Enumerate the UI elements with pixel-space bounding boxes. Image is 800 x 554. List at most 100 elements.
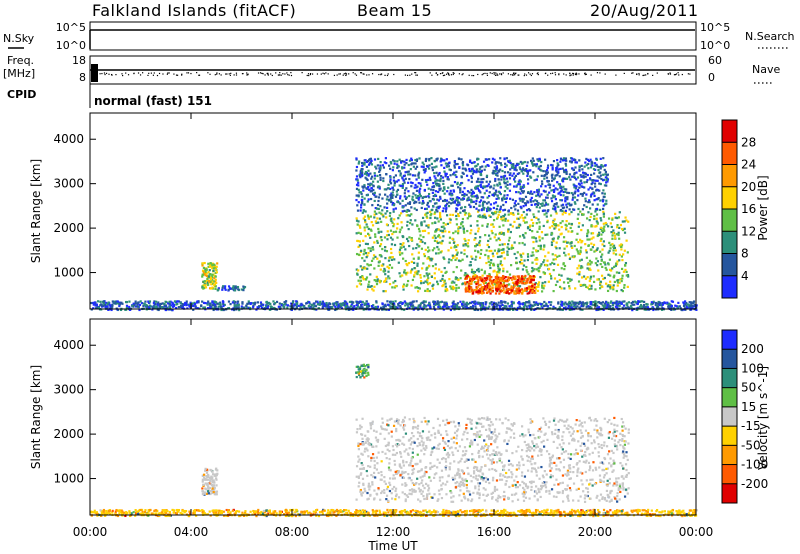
power-cell bbox=[170, 304, 173, 307]
power-cell bbox=[411, 195, 414, 198]
power-cell bbox=[388, 277, 391, 280]
power-cell bbox=[448, 161, 451, 164]
power-cell bbox=[366, 187, 369, 190]
power-cell bbox=[377, 227, 380, 231]
power-cell bbox=[407, 173, 410, 176]
power-cell bbox=[396, 166, 399, 169]
power-cell bbox=[523, 276, 527, 279]
power-cell bbox=[382, 166, 386, 169]
power-cell bbox=[575, 185, 578, 188]
power-cell bbox=[286, 304, 290, 307]
power-cell bbox=[217, 305, 220, 308]
power-cell bbox=[573, 201, 576, 204]
power-cell bbox=[203, 261, 206, 265]
power-cell bbox=[390, 251, 393, 255]
power-cell bbox=[565, 177, 569, 180]
nave-point bbox=[547, 74, 549, 76]
power-cell bbox=[390, 266, 394, 269]
nave-point bbox=[647, 73, 649, 75]
power-cell bbox=[427, 226, 430, 229]
power-cell bbox=[393, 218, 396, 221]
power-cell bbox=[455, 175, 458, 179]
power-cell bbox=[593, 217, 596, 221]
power-cell bbox=[417, 256, 420, 259]
power-cell bbox=[595, 198, 598, 201]
power-cell bbox=[297, 304, 300, 307]
power-cell bbox=[345, 301, 348, 304]
power-cell bbox=[558, 228, 561, 231]
power-cell bbox=[522, 190, 525, 193]
power-cell bbox=[522, 275, 525, 279]
power-cell bbox=[479, 252, 483, 255]
power-cell bbox=[432, 194, 435, 198]
power-cell bbox=[495, 207, 498, 211]
power-cell bbox=[209, 306, 212, 309]
power-cell bbox=[404, 177, 407, 180]
power-cell bbox=[514, 174, 518, 178]
power-cell bbox=[493, 166, 496, 169]
power-cell bbox=[567, 253, 570, 256]
nave-point bbox=[615, 74, 617, 76]
power-cell bbox=[221, 286, 224, 289]
power-cell bbox=[491, 252, 494, 255]
power-cell bbox=[533, 215, 536, 219]
power-cell bbox=[374, 255, 377, 258]
power-cell bbox=[437, 305, 440, 309]
power-cell bbox=[370, 177, 373, 180]
power-cell bbox=[692, 302, 695, 305]
power-cell bbox=[392, 208, 395, 211]
power-cell bbox=[140, 302, 143, 305]
power-cell bbox=[583, 191, 586, 195]
power-cell bbox=[231, 301, 234, 304]
power-cell bbox=[507, 239, 511, 242]
power-cell bbox=[549, 214, 553, 217]
power-cell bbox=[602, 222, 605, 225]
power-cell bbox=[528, 292, 531, 295]
power-cell bbox=[533, 283, 536, 286]
nave-point bbox=[518, 74, 520, 76]
power-cell bbox=[222, 301, 225, 304]
power-cell bbox=[508, 173, 511, 177]
power-cell bbox=[424, 195, 427, 198]
nave-point bbox=[590, 74, 592, 76]
power-cell bbox=[227, 288, 230, 291]
nave-point bbox=[563, 73, 565, 75]
power-cell bbox=[424, 280, 427, 283]
noise-tick-bottom-right: 10^0 bbox=[700, 39, 730, 52]
power-cell bbox=[550, 277, 553, 280]
power-cell bbox=[502, 196, 505, 199]
power-cell bbox=[494, 277, 497, 280]
nave-point bbox=[458, 73, 460, 75]
power-cell bbox=[211, 262, 214, 265]
power-cell bbox=[407, 170, 410, 173]
power-cell bbox=[518, 235, 522, 238]
power-cell bbox=[334, 308, 337, 312]
power-cell bbox=[616, 223, 619, 227]
power-cell bbox=[102, 301, 105, 304]
power-cell bbox=[535, 163, 539, 166]
power-cell bbox=[369, 161, 373, 164]
power-cell bbox=[509, 212, 512, 215]
power-cell bbox=[689, 306, 692, 309]
power-cell bbox=[233, 304, 236, 307]
cpid-label: CPID bbox=[7, 88, 36, 101]
power-cell bbox=[468, 275, 471, 279]
power-cell bbox=[245, 307, 248, 310]
power-cell bbox=[485, 249, 488, 252]
power-cell bbox=[552, 160, 556, 163]
power-cell bbox=[595, 189, 598, 192]
power-cell bbox=[386, 195, 389, 198]
power-cell bbox=[540, 231, 544, 234]
power-cell bbox=[196, 307, 199, 310]
power-cell bbox=[405, 284, 408, 288]
power-cell bbox=[475, 289, 478, 292]
power-cell bbox=[529, 200, 532, 203]
power-cell bbox=[367, 163, 371, 166]
power-cell bbox=[406, 202, 410, 205]
power-cell bbox=[637, 306, 640, 309]
power-cell bbox=[434, 263, 437, 266]
nave-point bbox=[604, 73, 606, 75]
power-cell bbox=[524, 274, 527, 278]
power-cell bbox=[289, 305, 292, 308]
power-cell bbox=[227, 285, 231, 288]
